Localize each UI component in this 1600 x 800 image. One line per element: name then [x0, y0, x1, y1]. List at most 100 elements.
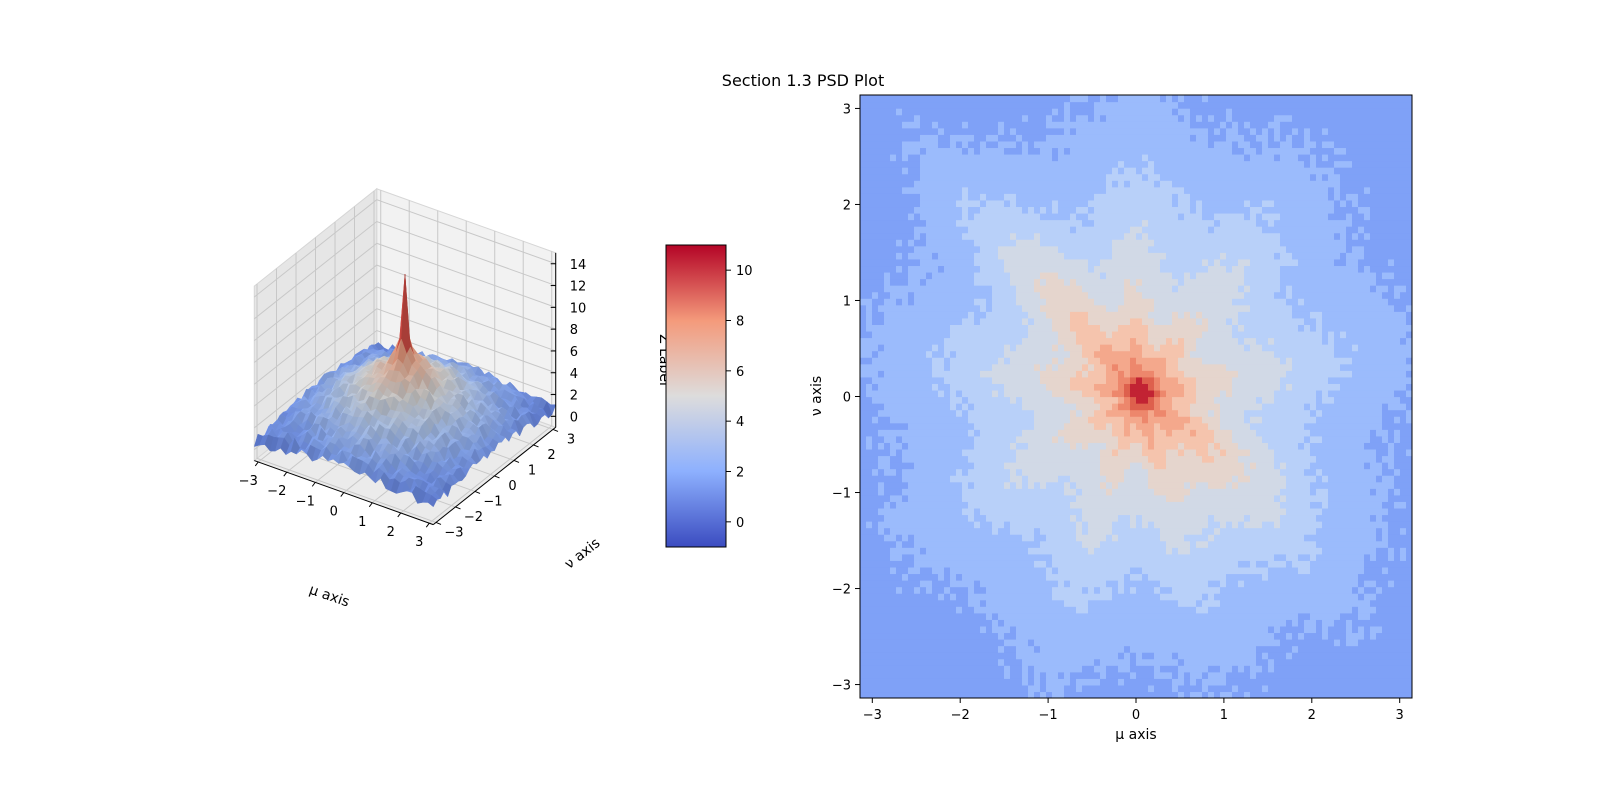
contour-cell: [872, 199, 879, 208]
contour-cell: [902, 586, 909, 594]
contour-cell: [1040, 252, 1047, 260]
contour-cell: [1028, 160, 1035, 168]
contour-cell: [1052, 625, 1059, 634]
contour-cell: [1016, 344, 1023, 352]
contour-cell: [932, 160, 939, 168]
surface-mesh: [253, 274, 557, 508]
contour-cell: [932, 468, 939, 476]
contour-cell: [1034, 363, 1041, 371]
contour-cell: [914, 186, 921, 194]
contour-cell: [998, 488, 1005, 496]
contour-cell: [944, 606, 951, 614]
contour-cell: [1058, 521, 1065, 529]
contour-cell: [890, 462, 897, 470]
contour-cell: [938, 147, 945, 155]
contour-cell: [986, 691, 993, 698]
contour-cell: [878, 527, 885, 535]
contour-cell: [1022, 271, 1029, 280]
contour-cell: [1028, 625, 1035, 634]
contour-cell: [1088, 383, 1095, 391]
contour-cell: [920, 691, 927, 698]
contour-cell: [1100, 442, 1107, 450]
contour-cell: [896, 481, 903, 489]
contour-cell: [1076, 278, 1083, 286]
contour-cell: [902, 580, 909, 588]
contour-cell: [1046, 448, 1053, 457]
contour-cell: [1046, 389, 1053, 398]
contour-cell: [956, 140, 963, 149]
contour-cell: [932, 317, 939, 325]
contour-cell: [1004, 527, 1011, 535]
contour-cell: [1094, 344, 1101, 352]
contour-cell: [872, 376, 879, 384]
contour-cell: [974, 121, 981, 129]
contour-cell: [1088, 501, 1095, 509]
contour-cell: [860, 658, 867, 666]
contour-cell: [860, 409, 867, 417]
contour-cell: [938, 271, 945, 280]
contour-cell: [860, 206, 867, 214]
contour-cell: [1100, 337, 1107, 345]
contour-cell: [890, 573, 897, 581]
contour-cell: [962, 278, 969, 286]
contour-cell: [956, 488, 963, 496]
contour-cell: [962, 442, 969, 450]
contour-cell: [1022, 153, 1029, 162]
contour-cell: [1070, 199, 1077, 208]
contour-cell: [920, 291, 927, 299]
contour-cell: [920, 481, 927, 489]
contour-cell: [908, 396, 915, 404]
contour-cell: [1040, 206, 1047, 214]
contour-cell: [914, 665, 921, 673]
contour-cell: [986, 265, 993, 273]
contour-cell: [866, 324, 873, 332]
contour-cell: [908, 357, 915, 365]
contour-cell: [908, 298, 915, 306]
contour-cell: [1028, 684, 1035, 693]
contour-cell: [1046, 639, 1053, 647]
contour-cell: [986, 494, 993, 502]
contour-cell: [926, 363, 933, 371]
contour-cell: [1070, 396, 1077, 404]
contour-cell: [1082, 153, 1089, 162]
contour-cell: [1070, 173, 1077, 181]
contour-cell: [992, 134, 999, 142]
contour-cell: [992, 389, 999, 398]
contour-cell: [1082, 206, 1089, 214]
contour-cell: [1028, 173, 1035, 181]
contour-cell: [1070, 547, 1077, 555]
contour-cell: [944, 317, 951, 325]
contour-cell: [926, 422, 933, 430]
contour-cell: [1016, 455, 1023, 463]
contour-cell: [1070, 337, 1077, 345]
contour-cell: [992, 580, 999, 588]
contour-cell: [998, 481, 1005, 489]
contour-cell: [950, 140, 957, 149]
contour-cell: [938, 330, 945, 339]
contour-cell: [1064, 357, 1071, 365]
contour-cell: [938, 226, 945, 234]
contour-cell: [902, 357, 909, 365]
contour-cell: [1028, 239, 1035, 247]
contour-cell: [1034, 488, 1041, 496]
contour-cell: [1058, 140, 1065, 149]
contour-cell: [1082, 363, 1089, 371]
contour-cell: [938, 396, 945, 404]
contour-cell: [1022, 389, 1029, 398]
contour-cell: [872, 416, 879, 424]
contour-cell: [1022, 147, 1029, 155]
contour-cell: [914, 239, 921, 247]
contour-cell: [1010, 95, 1017, 103]
contour-cell: [914, 462, 921, 470]
contour-cell: [932, 599, 939, 607]
contour-cell: [914, 488, 921, 496]
contour-cell: [890, 298, 897, 306]
contour-cell: [944, 383, 951, 391]
contour-cell: [926, 101, 933, 109]
contour-cell: [866, 448, 873, 457]
contour-cell: [956, 514, 963, 522]
contour-cell: [968, 252, 975, 260]
contour-cell: [896, 337, 903, 345]
contour-cell: [956, 219, 963, 227]
